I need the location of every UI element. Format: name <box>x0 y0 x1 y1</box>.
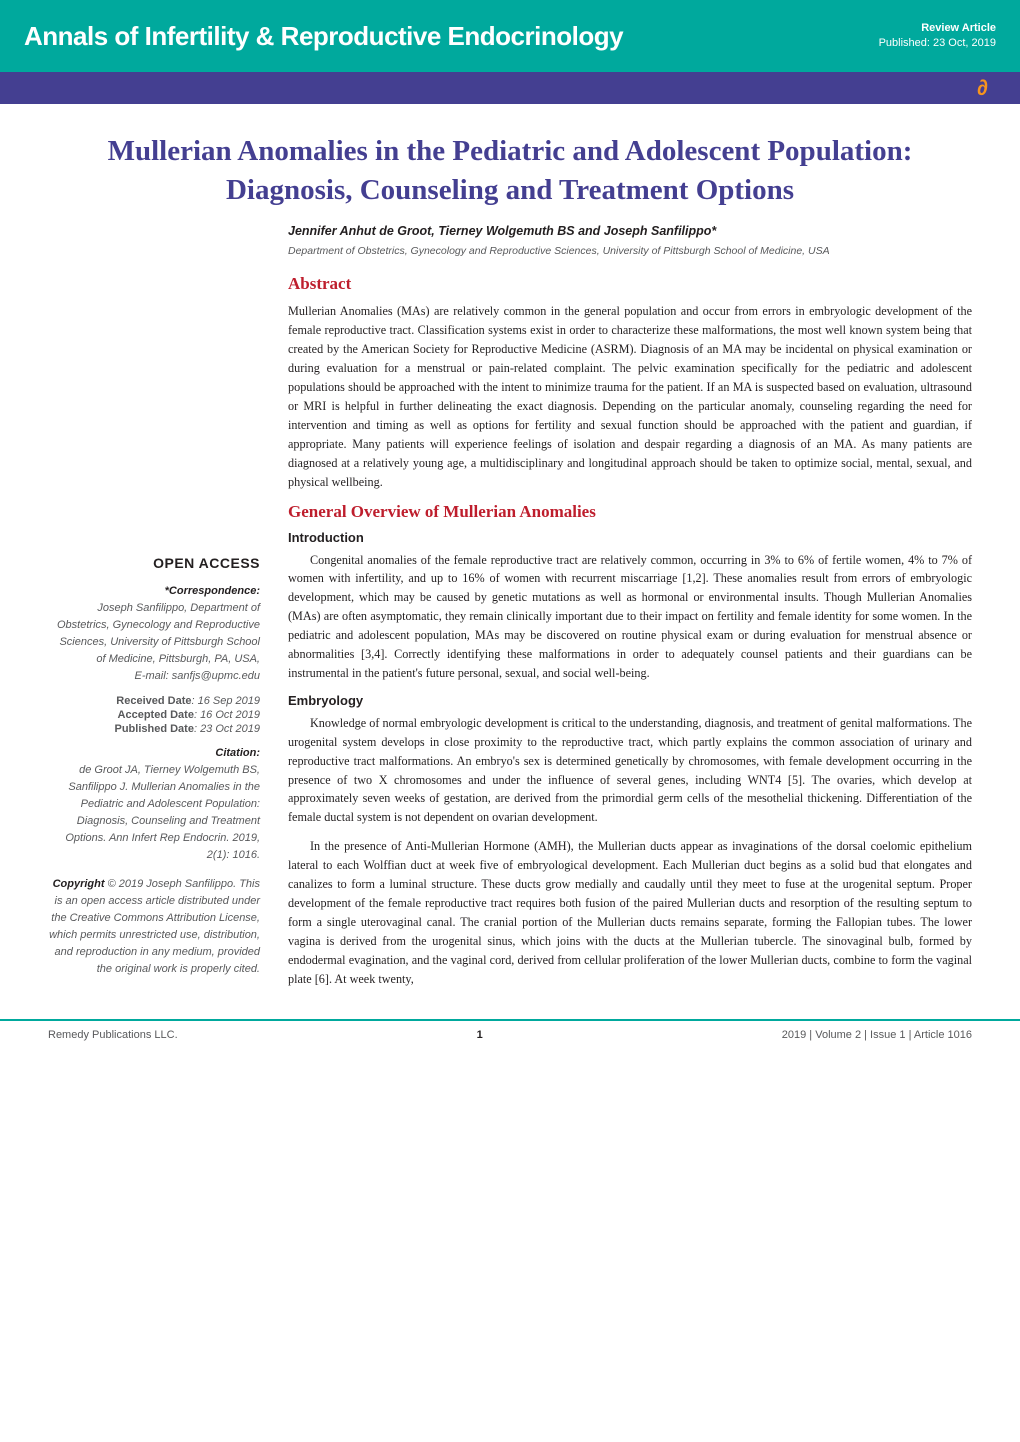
copyright-body: © 2019 Joseph Sanfilippo. This is an ope… <box>49 878 260 975</box>
abstract-text: Mullerian Anomalies (MAs) are relatively… <box>288 302 972 491</box>
journal-title: Annals of Infertility & Reproductive End… <box>24 21 623 52</box>
correspondence-label: *Correspondence: <box>48 585 260 597</box>
authors-line: Jennifer Anhut de Groot, Tierney Wolgemu… <box>288 224 972 238</box>
published-date-header: Published: 23 Oct, 2019 <box>879 36 996 51</box>
received-row: Received Date: 16 Sep 2019 <box>48 695 260 707</box>
footer-page-number: 1 <box>477 1029 483 1041</box>
sidebar: OPEN ACCESS *Correspondence: Joseph Sanf… <box>48 551 260 979</box>
correspondence-text: Joseph Sanfilippo, Department of Obstetr… <box>57 602 260 665</box>
accepted-value: : 16 Oct 2019 <box>194 709 260 721</box>
published-label: Published Date <box>114 723 193 735</box>
email-value: sanfjs@upmc.edu <box>172 670 260 682</box>
citation-label: Citation: <box>48 747 260 759</box>
article-title: Mullerian Anomalies in the Pediatric and… <box>48 132 972 210</box>
copyright-block: Copyright © 2019 Joseph Sanfilippo. This… <box>48 876 260 978</box>
main-text-column: Congenital anomalies of the female repro… <box>288 551 972 999</box>
page-footer: Remedy Publications LLC. 1 2019 | Volume… <box>0 1019 1020 1049</box>
published-value: : 23 Oct 2019 <box>194 723 260 735</box>
published-row: Published Date: 23 Oct 2019 <box>48 723 260 735</box>
two-column-region: OPEN ACCESS *Correspondence: Joseph Sanf… <box>48 551 972 999</box>
abstract-heading: Abstract <box>288 274 972 294</box>
open-access-icon: ∂ <box>977 75 988 101</box>
footer-publisher: Remedy Publications LLC. <box>48 1029 178 1041</box>
accepted-label: Accepted Date <box>118 709 194 721</box>
introduction-subheading: Introduction <box>288 530 972 545</box>
open-access-label: OPEN ACCESS <box>48 555 260 571</box>
received-value: : 16 Sep 2019 <box>191 695 260 707</box>
copyright-label: Copyright <box>53 878 105 890</box>
header-meta: Review Article Published: 23 Oct, 2019 <box>879 21 996 52</box>
affiliation: Department of Obstetrics, Gynecology and… <box>288 244 972 258</box>
introduction-para: Congenital anomalies of the female repro… <box>288 551 972 683</box>
embryology-para-2: In the presence of Anti-Mullerian Hormon… <box>288 837 972 988</box>
citation-body: de Groot JA, Tierney Wolgemuth BS, Sanfi… <box>48 762 260 864</box>
article-body: Mullerian Anomalies in the Pediatric and… <box>0 104 1020 1019</box>
footer-issue-info: 2019 | Volume 2 | Issue 1 | Article 1016 <box>782 1029 972 1041</box>
received-label: Received Date <box>116 695 191 707</box>
embryology-subheading: Embryology <box>288 693 972 708</box>
authors-block: Jennifer Anhut de Groot, Tierney Wolgemu… <box>288 224 972 544</box>
embryology-para-1: Knowledge of normal embryologic developm… <box>288 714 972 827</box>
open-access-bar: ∂ <box>0 72 1020 104</box>
accepted-row: Accepted Date: 16 Oct 2019 <box>48 709 260 721</box>
email-label: E-mail: <box>134 670 168 682</box>
article-type: Review Article <box>879 21 996 36</box>
correspondence-body: Joseph Sanfilippo, Department of Obstetr… <box>48 600 260 685</box>
overview-heading: General Overview of Mullerian Anomalies <box>288 502 972 522</box>
journal-header: Annals of Infertility & Reproductive End… <box>0 0 1020 72</box>
